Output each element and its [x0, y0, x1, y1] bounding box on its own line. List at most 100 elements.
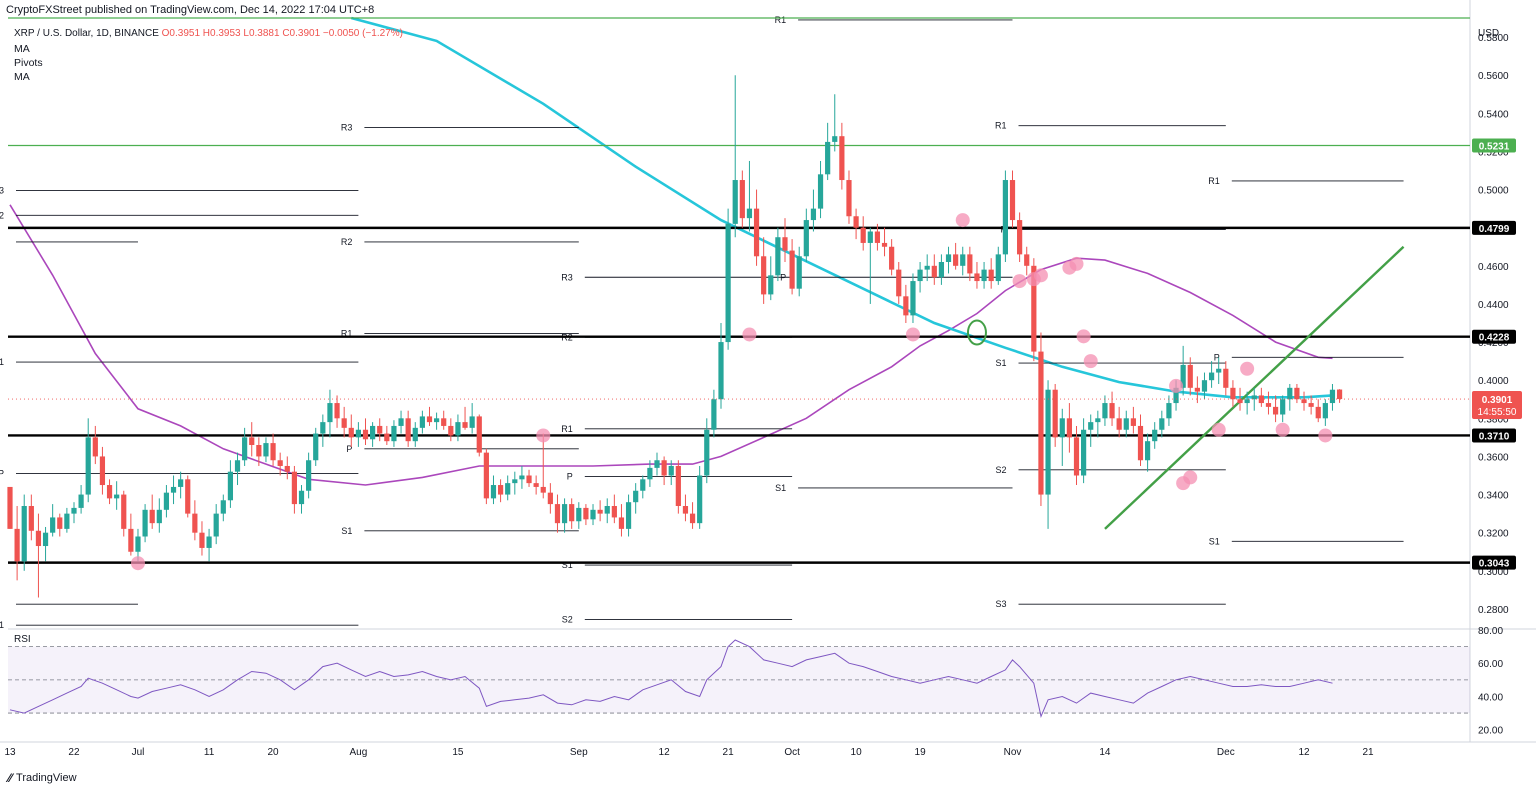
candle-body	[981, 269, 987, 282]
candle-body	[554, 504, 561, 524]
candle-body	[1024, 254, 1030, 266]
candle-body	[1280, 399, 1286, 415]
candle-body	[462, 422, 468, 428]
open-value: O0.3951	[161, 28, 201, 39]
candle-body	[370, 425, 376, 440]
candle-body	[1123, 418, 1129, 430]
price-tick-label: 0.3200	[1478, 529, 1509, 540]
candle-body	[263, 443, 269, 457]
last-price-tag	[1472, 391, 1522, 420]
candle-body	[761, 256, 767, 295]
candle-body	[682, 506, 689, 514]
candle-body	[1336, 389, 1343, 400]
price-tick-label: 0.3000	[1478, 567, 1509, 578]
pivot-label: P	[346, 444, 352, 454]
candle-body	[1244, 399, 1250, 404]
rsi-line	[9, 639, 1333, 719]
candle-body	[1180, 364, 1186, 388]
ma-fast-line	[350, 16, 1333, 399]
rsi-title: RSI	[14, 634, 31, 645]
candle-body	[362, 429, 369, 440]
candle-body	[497, 485, 504, 495]
time-tick-label: 22	[68, 747, 80, 758]
indicator-pivots[interactable]: Pivots	[14, 57, 43, 69]
pivot-label: S2	[562, 614, 573, 624]
candle-body	[867, 231, 873, 243]
candle-body	[28, 506, 34, 531]
candle-body	[832, 136, 838, 142]
candle-body	[99, 456, 106, 486]
candle-body	[1272, 406, 1279, 415]
price-tick-label: 0.5600	[1478, 71, 1509, 82]
candle-body	[57, 517, 63, 529]
candle-body	[974, 273, 980, 282]
pivot-label: S1	[1209, 536, 1220, 546]
pivot-label: P	[0, 469, 4, 479]
candle-body	[889, 246, 895, 270]
candle-body	[135, 536, 141, 552]
time-tick-label: Aug	[349, 747, 367, 758]
publisher-line: CryptoFXStreet published on TradingView.…	[6, 4, 375, 16]
pivot-label: P	[780, 272, 786, 282]
candle-body	[874, 231, 881, 243]
candle-body	[533, 483, 539, 487]
highlight-marker	[905, 327, 920, 342]
pivot-label: R1	[995, 121, 1007, 131]
pivot-label: S1	[0, 620, 4, 630]
candle-body	[1194, 387, 1200, 392]
candle-body	[227, 471, 234, 501]
candle-body	[1109, 403, 1115, 419]
tradingview-icon: ⁄⁄	[8, 771, 13, 785]
candle-body	[967, 254, 973, 274]
candle-body	[583, 507, 589, 520]
candle-body	[789, 250, 795, 289]
pivot-label: P	[567, 471, 573, 481]
candle-body	[1329, 389, 1336, 404]
indicator-ma-2[interactable]: MA	[14, 71, 30, 83]
candle-body	[71, 507, 77, 514]
time-tick-label: Oct	[784, 747, 800, 758]
candle-body	[1301, 399, 1307, 404]
pivot-label: S1	[995, 358, 1006, 368]
pivot-label: S2	[995, 465, 1006, 475]
candle-body	[476, 416, 482, 453]
price-level-tag	[1472, 138, 1516, 153]
candle-body	[853, 216, 859, 228]
green-circle-marker	[966, 319, 987, 346]
candle-body	[540, 486, 546, 493]
price-tick-label: 0.5200	[1478, 147, 1509, 158]
price-tick-label: 0.5800	[1478, 33, 1509, 44]
candle-body	[1145, 441, 1151, 461]
candle-body	[697, 475, 703, 524]
price-tick-label: 0.2800	[1478, 605, 1509, 616]
candle-body	[199, 532, 205, 548]
rsi-tick-label: 60.00	[1478, 659, 1503, 670]
highlight-marker	[1069, 256, 1084, 271]
candle-body	[192, 513, 198, 533]
last-price-text: 0.3901	[1482, 395, 1513, 406]
time-tick-label: 13	[4, 747, 16, 758]
highlight-marker	[1183, 470, 1198, 485]
candle-body	[732, 180, 738, 224]
candle-body	[1294, 387, 1300, 400]
candle-body	[1201, 380, 1208, 392]
highlight-marker	[1211, 422, 1226, 437]
candle-body	[1045, 389, 1051, 495]
price-level-tag-text: 0.3710	[1479, 431, 1510, 442]
candle-body	[92, 437, 98, 457]
price-tick-label: 0.3800	[1478, 414, 1509, 425]
candle-body	[746, 208, 753, 219]
indicator-ma-1[interactable]: MA	[14, 43, 30, 55]
candle-body	[85, 437, 91, 495]
tradingview-brand: TradingView	[16, 772, 77, 784]
candle-body	[547, 492, 553, 505]
candle-body	[689, 513, 696, 524]
time-tick-label: Dec	[1217, 747, 1235, 758]
candle-body	[64, 513, 70, 529]
candle-body	[35, 530, 42, 547]
candle-body	[170, 486, 177, 493]
time-tick-label: 12	[1298, 747, 1310, 758]
candle-body	[327, 403, 333, 423]
tradingview-logo: ⁄⁄ TradingView	[8, 771, 77, 785]
